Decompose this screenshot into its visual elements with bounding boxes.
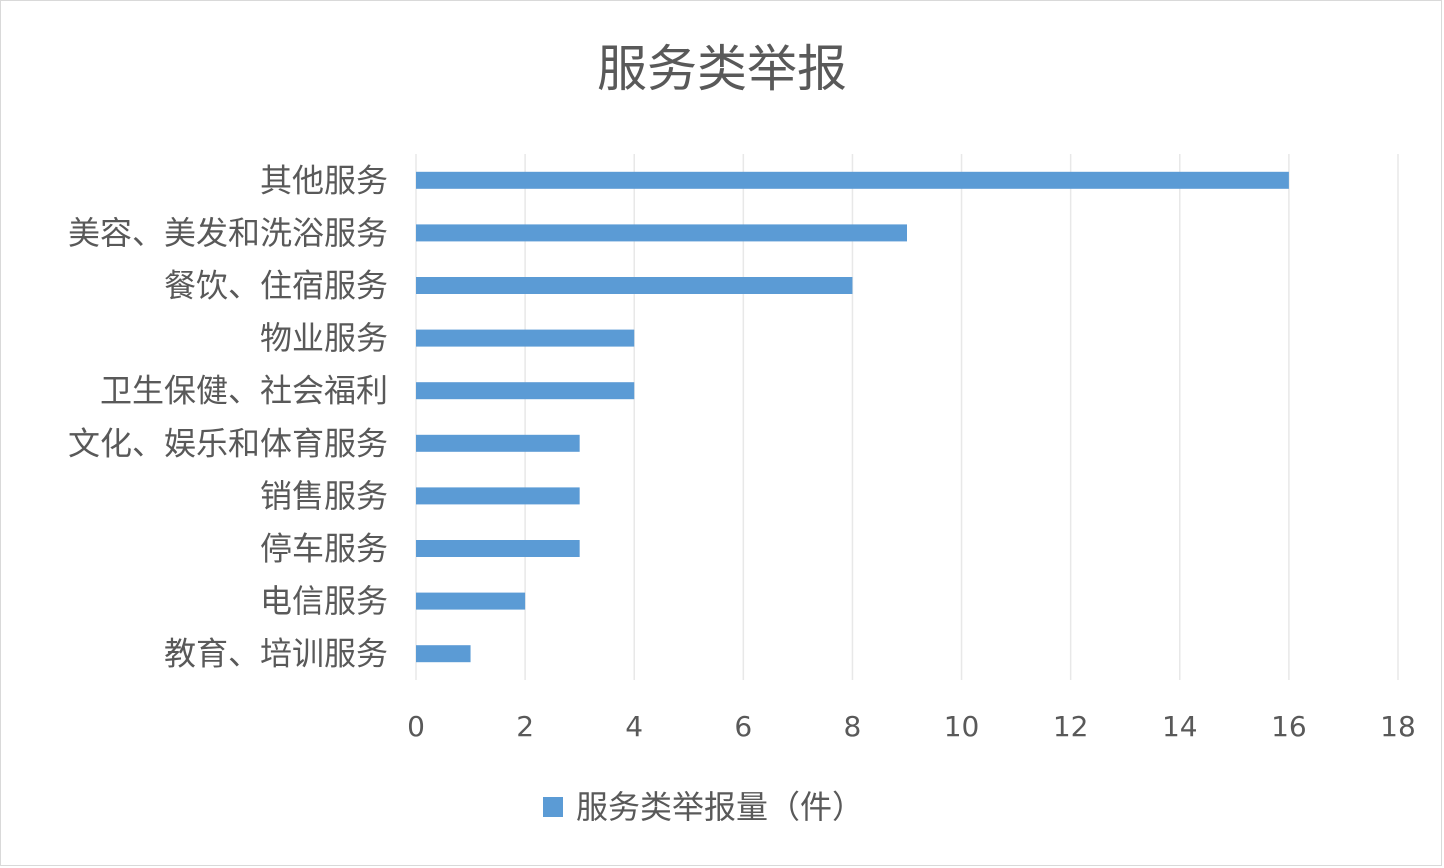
category-label: 卫生保健、社会福利 [100,372,388,410]
category-label: 电信服务 [260,582,388,620]
category-label: 文化、娱乐和体育服务 [68,424,388,462]
bar [416,434,580,452]
category-label: 其他服务 [260,161,388,199]
category-label: 销售服务 [260,477,388,515]
x-tick-label: 0 [407,710,425,743]
category-label: 物业服务 [260,319,388,357]
x-tick-label: 14 [1162,710,1198,743]
legend-swatch [543,797,563,817]
category-label: 餐饮、住宿服务 [164,267,388,305]
category-label: 教育、培训服务 [164,635,388,673]
bar [416,540,580,557]
category-label: 美容、美发和洗浴服务 [68,214,388,252]
x-tick-label: 12 [1053,710,1089,743]
bar [416,171,1289,189]
bars [416,171,1289,663]
bar [416,329,635,347]
legend-label: 服务类举报量（件） [576,788,864,826]
bar [416,277,853,294]
bar [416,382,635,400]
bar [416,224,907,242]
legend: 服务类举报量（件） [543,788,864,826]
x-tick-label: 10 [944,710,980,743]
x-tick-label: 8 [844,710,862,743]
x-tick-label: 16 [1271,710,1307,743]
x-tick-label: 18 [1380,710,1416,743]
category-labels: 其他服务美容、美发和洗浴服务餐饮、住宿服务物业服务卫生保健、社会福利文化、娱乐和… [68,161,388,672]
x-tick-labels: 0 2 4 6 8 10 12 14 16 18 [407,710,1416,743]
bar [416,592,526,610]
bar [416,645,471,663]
category-label: 停车服务 [260,530,388,568]
x-tick-label: 2 [516,710,534,743]
x-tick-label: 6 [734,710,752,743]
bar [416,487,580,505]
grid-lines [415,154,1399,680]
x-tick-label: 4 [625,710,643,743]
chart-title: 服务类举报 [597,40,847,98]
